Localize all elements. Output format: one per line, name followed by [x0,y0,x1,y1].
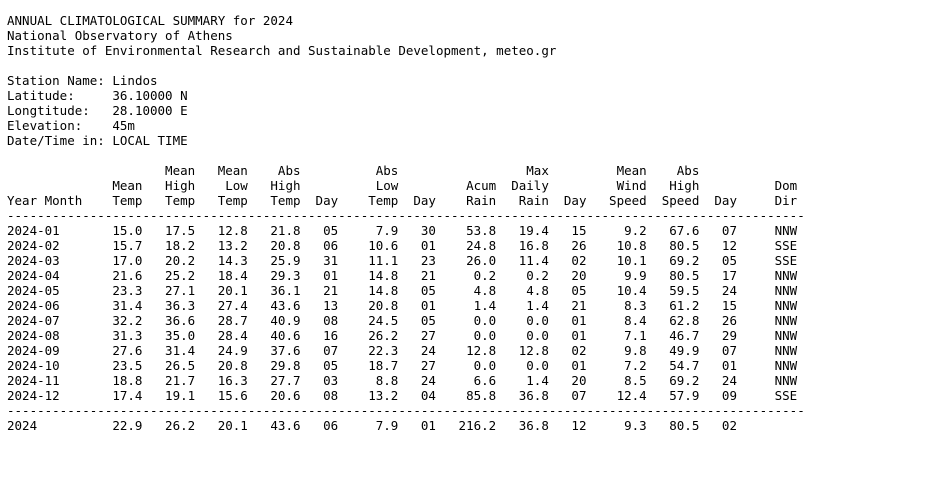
institute-name: Institute of Environmental Research and … [7,43,557,58]
summary-table: Mean Mean Abs Abs Max Mean Abs Mean High… [7,163,940,433]
table-row: 2024-02 15.7 18.2 13.2 20.8 06 10.6 01 2… [7,238,798,253]
report-title: ANNUAL CLIMATOLOGICAL SUMMARY for 2024 [7,13,293,28]
table-row: 2024-10 23.5 26.5 20.8 29.8 05 18.7 27 0… [7,358,798,373]
table-row: 2024-05 23.3 27.1 20.1 36.1 21 14.8 05 4… [7,283,798,298]
elevation-line: Elevation: 45m [7,118,940,133]
table-header-line: Mean High Low High Low Acum Daily Wind H… [7,178,798,193]
station-name-value: Lindos [112,73,158,88]
table-summary-row: 2024 22.9 26.2 20.1 43.6 06 7.9 01 216.2… [7,418,798,433]
climatological-summary-report: ANNUAL CLIMATOLOGICAL SUMMARY for 2024 Na… [7,13,940,433]
longitude-line: Longtitude: 28.10000 E [7,103,940,118]
table-header-line: Mean Mean Abs Abs Max Mean Abs [7,163,798,178]
table-row: 2024-08 31.3 35.0 28.4 40.6 16 26.2 27 0… [7,328,798,343]
latitude-value: 36.10000 N [112,88,188,103]
time-zone-line: Date/Time in: LOCAL TIME [7,133,940,148]
table-row: 2024-11 18.8 21.7 16.3 27.7 03 8.8 24 6.… [7,373,798,388]
table-row: 2024-01 15.0 17.5 12.8 21.8 05 7.9 30 53… [7,223,798,238]
table-row: 2024-06 31.4 36.3 27.4 43.6 13 20.8 01 1… [7,298,798,313]
organization-name: National Observatory of Athens [7,28,233,43]
table-row: 2024-12 17.4 19.1 15.6 20.6 08 13.2 04 8… [7,388,798,403]
station-name-label: Station Name: [7,73,105,88]
blank-line [7,58,940,73]
longitude-value: 28.10000 E [112,103,188,118]
longitude-label: Longtitude: [7,103,90,118]
table-row: 2024-09 27.6 31.4 24.9 37.6 07 22.3 24 1… [7,343,798,358]
table-row: 2024-07 32.2 36.6 28.7 40.9 08 24.5 05 0… [7,313,798,328]
latitude-label: Latitude: [7,88,75,103]
table-header-line: Year Month Temp Temp Temp Temp Day Temp … [7,193,798,208]
elevation-value: 45m [112,118,135,133]
station-name-line: Station Name: Lindos [7,73,940,88]
table-row: 2024-03 17.0 20.2 14.3 25.9 31 11.1 23 2… [7,253,798,268]
table-divider: ----------------------------------------… [7,208,805,223]
blank-line [7,148,940,163]
table-divider: ----------------------------------------… [7,403,805,418]
elevation-label: Elevation: [7,118,83,133]
table-row: 2024-04 21.6 25.2 18.4 29.3 01 14.8 21 0… [7,268,798,283]
latitude-line: Latitude: 36.10000 N [7,88,940,103]
time-zone-value: LOCAL TIME [112,133,188,148]
time-zone-label: Date/Time in: [7,133,105,148]
